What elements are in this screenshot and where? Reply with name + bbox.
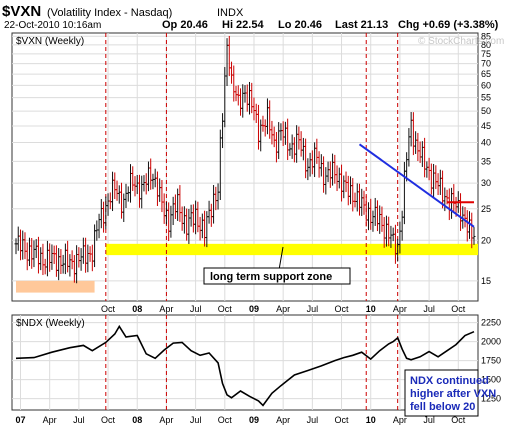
price-y-tick-label: 45 [481, 121, 491, 131]
downtrend-line [358, 143, 475, 228]
price-y-tick-label: 35 [481, 156, 491, 166]
ndx-x-tick-label: Apr [43, 415, 57, 425]
ndx-x-tick-label: Oct [335, 415, 350, 425]
ndx-y-tick-label: 1250 [481, 394, 501, 404]
price-y-tick-label: 60 [481, 80, 491, 90]
price-y-tick-label: 25 [481, 204, 491, 214]
ndx-note-text: NDX continued higher after VXN fell below … [410, 375, 496, 413]
price-panel-title: $VXN (Weekly) [16, 36, 84, 47]
ndx-x-tick-label: Oct [451, 415, 466, 425]
support-callout-box [203, 267, 351, 285]
ndx-x-axis: 07 Apr Jul Oct 08 Apr Jul Oct 09 Apr Jul Oct 10 Apr Ju… [15, 415, 465, 425]
price-x-tick-label: Apr [276, 304, 290, 314]
ndx-y-tick-label: 2250 [481, 318, 501, 328]
price-y-tick-label: 15 [481, 276, 491, 286]
price-x-tick-label: Apr [393, 304, 407, 314]
ndx-x-tick-label: 09 [249, 415, 259, 425]
ndx-x-tick-label: Jul [190, 415, 202, 425]
header-name: (Volatility Index - Nasdaq) [47, 7, 172, 19]
support-zone-band [105, 243, 478, 256]
price-x-tick-label: Jul [190, 304, 202, 314]
ndx-x-tick-label: 07 [15, 415, 25, 425]
price-y-tick-label: 80 [481, 40, 491, 50]
zones-layer [16, 243, 478, 293]
price-bars [14, 35, 476, 284]
ndx-x-tick-label: Jul [307, 415, 319, 425]
ndx-line-group [15, 324, 475, 407]
price-y-tick-label: 70 [481, 59, 491, 69]
price-x-tick-label: 10 [366, 304, 376, 314]
price-x-tick-label: 09 [249, 304, 259, 314]
price-y-tick-label: 55 [481, 93, 491, 103]
header-high: Hi 22.54 [222, 19, 264, 31]
ndx-grid [12, 315, 478, 410]
price-x-tick-label: Oct [451, 304, 466, 314]
header-exchange: INDX [217, 7, 244, 19]
ndx-note-line: NDX continued [410, 375, 489, 387]
ndx-line [15, 324, 475, 407]
early-support-band [16, 280, 95, 293]
price-y-tick-label: 30 [481, 178, 491, 188]
price-y-tick-label: 65 [481, 69, 491, 79]
price-x-tick-label: Jul [307, 304, 319, 314]
price-y-tick-label: 40 [481, 138, 491, 148]
price-x-tick-label: Oct [335, 304, 350, 314]
ndx-x-tick-label: Oct [218, 415, 233, 425]
overlays-layer [358, 143, 475, 228]
ndx-note-line: fell below 20 [410, 401, 475, 413]
ndx-y-tick-label: 2000 [481, 337, 501, 347]
ndx-x-tick-label: Oct [101, 415, 116, 425]
price-y-tick-label: 20 [481, 235, 491, 245]
price-x-tick-label: Oct [218, 304, 233, 314]
price-x-tick-label: Oct [101, 304, 116, 314]
price-y-tick-label: 75 [481, 49, 491, 59]
ndx-x-tick-label: Jul [423, 415, 435, 425]
header-last: Last 21.13 [335, 19, 388, 31]
price-x-tick-label: Apr [159, 304, 173, 314]
price-panel [11, 32, 479, 302]
ndx-note-line: higher after VXN [410, 388, 496, 400]
ndx-x-tick-label: Apr [159, 415, 173, 425]
copyright-text: © StockCharts.com [418, 36, 504, 47]
support-zone-label: long term support zone [210, 271, 332, 283]
price-y-tick-label: 50 [481, 106, 491, 116]
ndx-x-tick-label: Apr [393, 415, 407, 425]
header-symbol: $VXN [2, 3, 41, 20]
event-lines [105, 33, 399, 410]
ndx-note-box [404, 369, 479, 417]
ndx-y-tick-label: 1750 [481, 356, 501, 366]
header-low: Lo 20.46 [278, 19, 322, 31]
ndx-x-tick-label: Apr [276, 415, 290, 425]
price-x-tick-label: 08 [132, 304, 142, 314]
ndx-y-tick-label: 1500 [481, 375, 501, 385]
ndx-y-axis: 1250 1500 1750 2000 2250 [481, 318, 501, 404]
price-x-axis: Oct 08 Apr Jul Oct 09 Apr Jul Oct 10 Apr Jul Oct [101, 304, 466, 314]
price-x-tick-label: Jul [423, 304, 435, 314]
header-change: Chg +0.69 (+3.38%) [398, 19, 499, 31]
header-datetime: 22-Oct-2010 10:16am [4, 20, 101, 31]
header-open: Op 20.46 [162, 19, 208, 31]
support-callout-pointer [278, 246, 284, 271]
ndx-x-tick-label: Jul [73, 415, 85, 425]
ndx-x-tick-label: 10 [366, 415, 376, 425]
ndx-x-tick-label: 08 [132, 415, 142, 425]
ndx-panel-title: $NDX (Weekly) [16, 318, 85, 329]
price-y-tick-label: 85 [481, 31, 491, 41]
